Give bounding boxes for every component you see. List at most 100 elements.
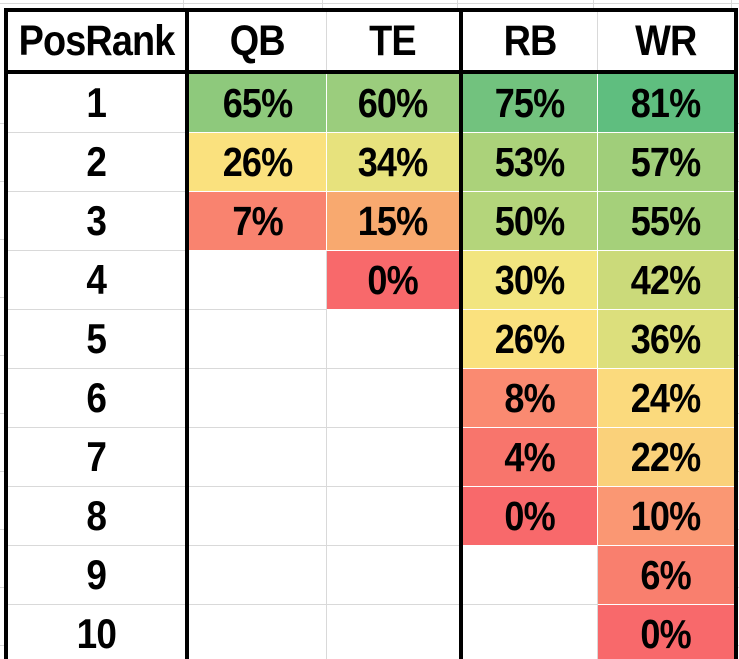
rank-cell[interactable]: 8 [3,486,190,546]
rank-label: 8 [86,492,108,539]
empty-cell-te[interactable] [325,368,464,428]
value-label: 0% [367,256,419,303]
rank-cell[interactable]: 7 [3,427,190,487]
value-cell-qb[interactable]: 26% [187,132,327,192]
value-label: 75% [494,79,565,126]
value-label: 26% [494,315,565,362]
value-cell-rb[interactable]: 8% [461,368,598,428]
value-cell-wr[interactable]: 6% [597,545,739,605]
value-cell-te[interactable]: 15% [326,191,464,251]
value-cell-qb[interactable]: 65% [187,72,327,133]
empty-cell-te[interactable] [325,486,464,546]
value-cell-te[interactable]: 34% [326,132,464,192]
value-label: 36% [630,315,701,362]
margin-gridline-vertical [731,0,732,8]
rank-label: 4 [86,256,108,303]
margin-gridline-vertical [593,0,594,8]
value-label: 81% [630,79,701,126]
value-cell-wr[interactable]: 55% [597,191,739,251]
table-row: 8 0% 10% [3,486,739,546]
margin-gridline-vertical [457,0,458,8]
header-posrank-label: PosRank [18,16,176,65]
empty-cell-qb[interactable] [186,486,327,546]
rank-cell[interactable]: 5 [3,309,190,369]
rank-label: 7 [86,433,108,480]
value-cell-te[interactable]: 0% [326,250,464,310]
value-cell-wr[interactable]: 22% [597,427,739,487]
empty-cell-qb[interactable] [186,427,327,487]
rank-cell[interactable]: 10 [3,604,190,659]
value-label: 22% [630,433,701,480]
table-body: 1 65% 60% 75% 81% 2 26% 34% 53% 57% 3 7% 15% 50% 55% 4 0… [3,71,739,659]
value-cell-rb[interactable]: 26% [461,309,598,369]
empty-cell-te[interactable] [325,604,464,659]
value-label: 7% [232,197,283,244]
empty-cell-te[interactable] [325,427,464,487]
rank-cell[interactable]: 2 [3,132,190,192]
value-cell-qb[interactable]: 7% [187,191,327,251]
value-cell-wr[interactable]: 24% [597,368,739,428]
value-cell-rb[interactable]: 4% [461,427,598,487]
value-label: 65% [222,79,293,126]
empty-cell-qb[interactable] [186,250,327,310]
value-cell-wr[interactable]: 36% [597,309,739,369]
header-rb[interactable]: RB [460,8,598,74]
rank-cell[interactable]: 1 [3,71,190,133]
rank-label: 6 [86,374,108,421]
empty-cell-qb[interactable] [186,545,327,605]
value-label: 57% [630,138,701,185]
value-label: 6% [640,551,692,598]
value-cell-wr[interactable]: 0% [597,604,739,659]
posrank-heatmap-table: PosRank QB TE RB WR 1 65% 60% 75% 81% 2 26% 34%… [3,8,739,659]
value-label: 55% [630,197,701,244]
margin-gridline-vertical [322,0,323,8]
rank-cell[interactable]: 3 [3,191,190,251]
rank-label: 10 [76,610,117,657]
header-posrank[interactable]: PosRank [3,8,190,74]
value-cell-wr[interactable]: 57% [597,132,739,192]
header-wr-label: WR [635,16,697,65]
value-cell-te[interactable]: 60% [326,72,464,133]
value-label: 4% [504,433,556,480]
value-label: 15% [357,197,428,244]
value-cell-rb[interactable]: 0% [461,486,598,546]
rank-cell[interactable]: 6 [3,368,190,428]
value-label: 24% [630,374,701,421]
rank-cell[interactable]: 9 [3,545,190,605]
value-cell-wr[interactable]: 81% [597,72,739,133]
value-cell-rb[interactable]: 53% [461,132,598,192]
table-row: 3 7% 15% 50% 55% [3,191,739,251]
margin-row-gridlines [0,66,4,646]
table-row: 7 4% 22% [3,427,739,487]
table-row: 6 8% 24% [3,368,739,428]
empty-cell-te[interactable] [325,545,464,605]
rank-label: 9 [86,551,108,598]
table-row: 1 65% 60% 75% 81% [3,71,739,133]
table-row: 2 26% 34% 53% 57% [3,132,739,192]
rank-label: 2 [86,138,108,185]
header-qb-label: QB [229,16,286,65]
empty-cell-rb[interactable] [460,545,598,605]
header-te[interactable]: TE [325,8,464,74]
value-cell-wr[interactable]: 42% [597,250,739,310]
header-wr[interactable]: WR [596,8,739,74]
value-cell-rb[interactable]: 75% [461,72,598,133]
empty-cell-qb[interactable] [186,368,327,428]
value-cell-rb[interactable]: 30% [461,250,598,310]
rank-cell[interactable]: 4 [3,250,190,310]
empty-cell-rb[interactable] [460,604,598,659]
empty-cell-qb[interactable] [186,309,327,369]
header-qb[interactable]: QB [186,8,327,74]
value-label: 10% [630,492,701,539]
empty-cell-qb[interactable] [186,604,327,659]
value-cell-rb[interactable]: 50% [461,191,598,251]
value-label: 0% [504,492,556,539]
value-label: 60% [357,79,428,126]
empty-cell-te[interactable] [325,309,464,369]
margin-gridline-vertical [183,0,184,8]
value-cell-wr[interactable]: 10% [597,486,739,546]
value-label: 53% [494,138,565,185]
table-row: 5 26% 36% [3,309,739,369]
margin-gridline-horizontal [0,3,739,4]
